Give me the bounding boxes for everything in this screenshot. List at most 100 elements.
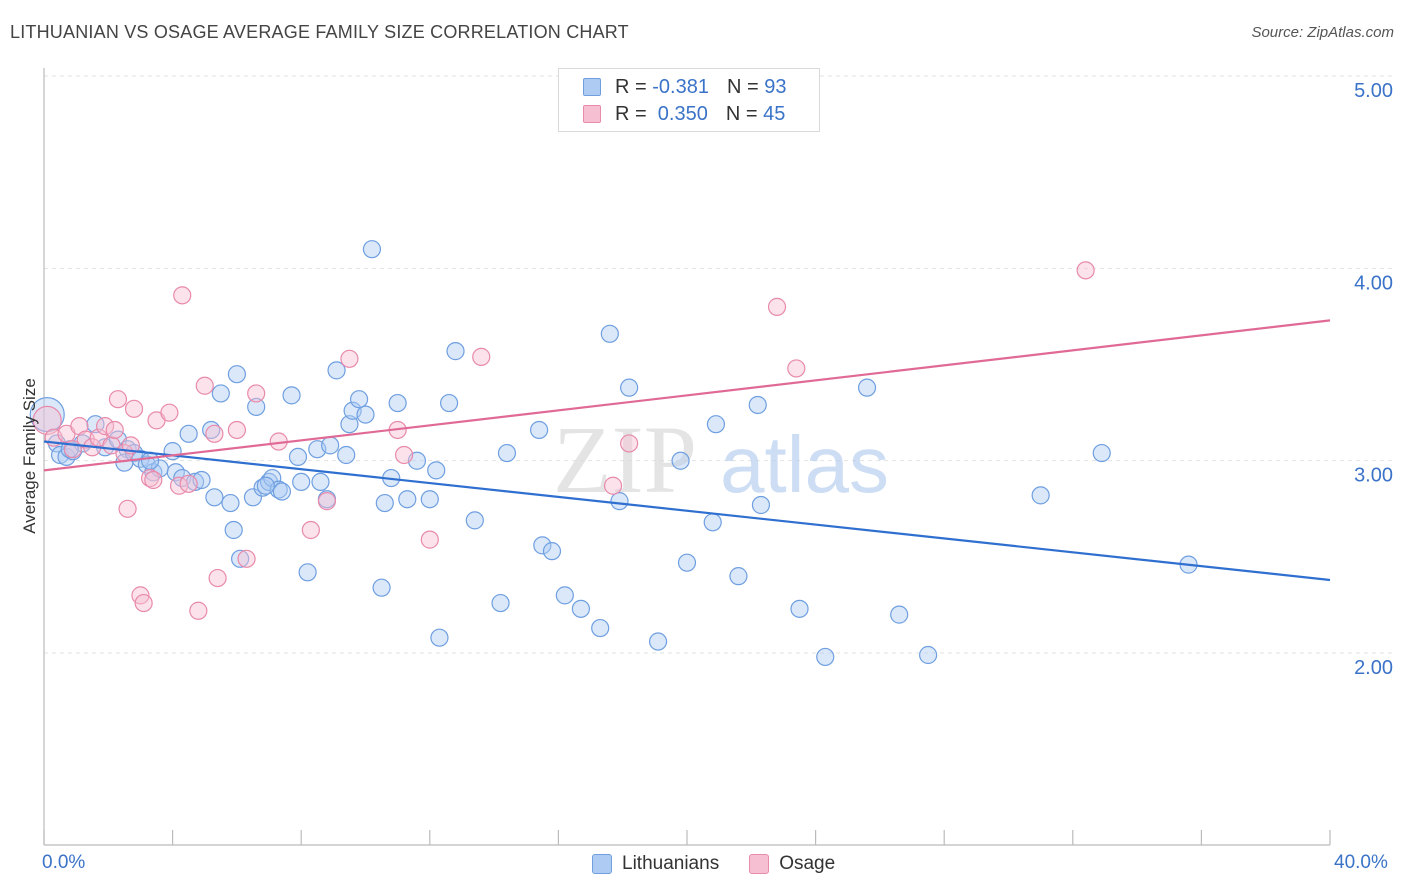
- osage-point: [317, 492, 337, 511]
- lithuanians-point: [282, 386, 301, 405]
- osage-point: [301, 520, 320, 540]
- source-label: Source: ZipAtlas.com: [1251, 24, 1394, 41]
- legend-label-lithuanians: Lithuanians: [622, 853, 720, 874]
- legend-swatch-blue: [592, 854, 612, 874]
- gridlines: [44, 75, 1392, 654]
- lithuanians-point: [706, 415, 726, 434]
- osage-point: [420, 530, 439, 549]
- legend-item-osage[interactable]: Osage: [749, 853, 835, 875]
- lithuanians-point: [211, 384, 230, 403]
- lithuanians-point: [729, 567, 748, 586]
- legend-item-lithuanians[interactable]: Lithuanians: [592, 853, 719, 875]
- lithuanians-points: [29, 240, 1198, 667]
- osage-point: [1076, 261, 1095, 280]
- osage-point: [340, 349, 359, 368]
- lithuanians-point: [1031, 486, 1050, 505]
- lithuanians-point: [530, 420, 549, 440]
- watermark-atlas: atlas: [720, 420, 889, 509]
- y-tick-label: 2.00: [1354, 657, 1393, 679]
- lithuanians-point: [439, 393, 459, 413]
- legend-n-value: 45: [763, 102, 786, 125]
- osage-point: [105, 420, 124, 440]
- osage-point: [140, 468, 160, 488]
- lithuanians-point: [337, 445, 356, 465]
- osage-point: [787, 359, 806, 378]
- legend-row-osage: R = 0.350 N = 45: [583, 101, 785, 127]
- lithuanians-point: [327, 361, 346, 380]
- legend-n-value: 93: [764, 75, 787, 98]
- x-tick-min: 0.0%: [42, 852, 86, 873]
- osage-point: [603, 476, 623, 495]
- osage-point: [237, 549, 256, 568]
- axes: [43, 68, 1331, 846]
- lithuanians-point: [311, 472, 330, 492]
- legend-swatch-pink: [749, 854, 770, 874]
- lithuanians-point: [224, 520, 243, 540]
- lithuanians-point: [427, 461, 446, 480]
- osage-trend-line: [43, 319, 1331, 472]
- lithuanians-point: [1092, 443, 1111, 463]
- osage-point: [144, 470, 163, 490]
- lithuanians-point: [321, 436, 340, 455]
- lithuanians-point: [247, 397, 266, 416]
- lithuanians-trend-line: [43, 440, 1331, 582]
- correlation-legend: R = -0.381 N = 93 R = 0.350 N = 45: [558, 68, 820, 132]
- lithuanians-point: [243, 488, 263, 507]
- lithuanians-point: [340, 415, 359, 434]
- lithuanians-point: [398, 490, 417, 509]
- osage-point: [108, 390, 128, 409]
- osage-point: [32, 405, 62, 435]
- legend-r-value: 0.350: [652, 102, 708, 125]
- osage-point: [189, 601, 208, 620]
- trend-lines: [43, 319, 1331, 582]
- chart-title: LITHUANIAN VS OSAGE AVERAGE FAMILY SIZE …: [10, 22, 629, 42]
- lithuanians-point: [890, 605, 909, 624]
- lithuanians-point: [677, 553, 697, 572]
- y-tick-label: 4.00: [1354, 272, 1393, 294]
- lithuanians-point: [288, 447, 308, 467]
- lithuanians-point: [610, 492, 629, 511]
- series-legend: Lithuanians Osage: [592, 852, 865, 876]
- osage-point: [472, 347, 491, 366]
- lithuanians-point: [491, 593, 510, 613]
- lithuanians-point: [430, 628, 449, 647]
- osage-point: [173, 286, 192, 305]
- lithuanians-point: [298, 563, 317, 582]
- legend-row-lithuanians: R = -0.381 N = 93: [583, 74, 786, 100]
- osage-point: [205, 424, 224, 443]
- lithuanians-point: [555, 586, 574, 605]
- lithuanians-point: [919, 645, 938, 665]
- lithuanians-point: [465, 511, 484, 530]
- y-axis-label: Average Family Size: [20, 378, 39, 534]
- legend-swatch-blue: [583, 78, 601, 96]
- lithuanians-point: [703, 513, 722, 532]
- osage-point: [95, 417, 115, 436]
- lithuanians-point: [591, 618, 610, 638]
- legend-n-label: N =: [725, 102, 764, 125]
- lithuanians-point: [221, 493, 240, 513]
- osage-point: [208, 568, 227, 588]
- lithuanians-point: [420, 490, 439, 509]
- lithuanians-point: [620, 378, 639, 397]
- lithuanians-point: [446, 342, 465, 361]
- osage-point: [124, 399, 144, 418]
- x-tick-max: 40.0%: [1334, 852, 1388, 873]
- lithuanians-point: [751, 495, 771, 515]
- osage-points: [32, 261, 1095, 620]
- lithuanians-point: [571, 599, 591, 618]
- osage-point: [195, 376, 214, 395]
- lithuanians-point: [231, 549, 250, 568]
- osage-point: [118, 499, 137, 518]
- lithuanians-point: [648, 632, 668, 651]
- legend-r-value: -0.381: [652, 75, 709, 98]
- legend-label-osage: Osage: [779, 853, 836, 874]
- lithuanians-point: [372, 578, 391, 597]
- osage-point: [394, 445, 414, 465]
- lithuanians-point: [542, 542, 562, 561]
- lithuanians-point: [292, 472, 311, 492]
- lithuanians-point: [375, 493, 394, 513]
- legend-r-label: R =: [615, 102, 653, 125]
- osage-point: [134, 593, 153, 613]
- lithuanians-point: [272, 482, 292, 501]
